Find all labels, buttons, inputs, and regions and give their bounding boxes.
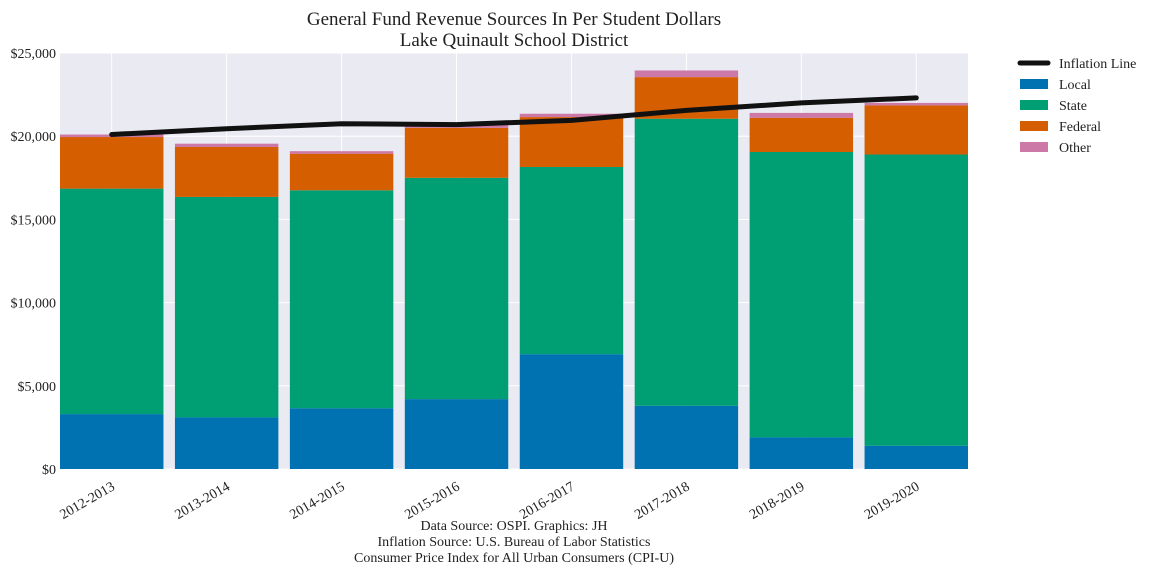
bar-other-2017-2018: [634, 70, 739, 78]
legend-label-federal: Federal: [1059, 120, 1101, 135]
legend-swatch-federal: [1020, 121, 1048, 131]
bar-state-2013-2014: [174, 196, 279, 418]
bar-federal-2014-2015: [289, 153, 394, 191]
y-tick-label: $25,000: [11, 47, 57, 62]
bar-state-2017-2018: [634, 118, 739, 406]
y-axis-ticks: $0 $5,000 $10,000 $15,000 $20,000 $25,000: [11, 47, 57, 478]
y-tick-label: $20,000: [11, 130, 57, 145]
inflation-line: [109, 95, 919, 137]
x-tick-label: 2013-2014: [173, 479, 233, 522]
y-tick-label: $15,000: [11, 213, 57, 228]
bar-other-2014-2015: [289, 151, 394, 154]
inflation-line-group: [109, 95, 919, 137]
bar-state-2014-2015: [289, 190, 394, 409]
x-tick-label: 2017-2018: [632, 479, 692, 522]
legend-label-inflation: Inflation Line: [1059, 57, 1136, 72]
bars: [60, 70, 968, 469]
bar-federal-2012-2013: [60, 137, 164, 189]
bar-local-2015-2016: [404, 399, 509, 469]
x-tick-label: 2014-2015: [288, 479, 348, 522]
bar-local-2013-2014: [174, 417, 279, 469]
x-tick-label: 2012-2013: [58, 479, 118, 522]
legend: Inflation Line Local State Federal Other: [1017, 57, 1136, 156]
bar-state-2019-2020: [864, 154, 968, 446]
bar-other-2016-2017: [519, 113, 624, 118]
bar-federal-2018-2019: [749, 117, 854, 153]
bar-federal-2013-2014: [174, 147, 279, 197]
bar-state-2016-2017: [519, 166, 624, 355]
bar-local-2016-2017: [519, 354, 624, 469]
bar-federal-2019-2020: [864, 105, 968, 155]
x-tick-label: 2015-2016: [402, 479, 462, 522]
bar-local-2018-2019: [749, 437, 854, 469]
chart-subtitle: Lake Quinault School District: [400, 30, 629, 51]
legend-swatch-other: [1020, 142, 1048, 152]
bar-federal-2016-2017: [519, 117, 624, 167]
caption-line-1: Data Source: OSPI. Graphics: JH: [420, 519, 607, 534]
y-tick-label: $5,000: [18, 380, 57, 395]
chart-title: General Fund Revenue Sources In Per Stud…: [307, 9, 721, 30]
y-tick-label: $0: [42, 463, 56, 478]
bar-local-2019-2020: [864, 445, 968, 469]
legend-label-local: Local: [1059, 78, 1091, 93]
bar-other-2018-2019: [749, 112, 854, 118]
bar-other-2019-2020: [864, 102, 968, 106]
caption-line-2: Inflation Source: U.S. Bureau of Labor S…: [378, 535, 651, 550]
legend-swatch-state: [1020, 100, 1048, 110]
legend-label-state: State: [1059, 99, 1087, 114]
bar-other-2013-2014: [174, 143, 279, 148]
legend-label-other: Other: [1059, 141, 1091, 156]
bar-local-2014-2015: [289, 408, 394, 469]
x-tick-label: 2018-2019: [747, 479, 807, 522]
bar-local-2012-2013: [60, 414, 164, 469]
x-axis-ticks: 2012-2013 2013-2014 2014-2015 2015-2016 2016…: [58, 479, 923, 522]
bar-state-2012-2013: [60, 188, 164, 415]
bar-federal-2015-2016: [404, 127, 509, 178]
legend-swatch-local: [1020, 79, 1048, 89]
bar-state-2018-2019: [749, 152, 854, 438]
x-tick-label: 2019-2020: [862, 479, 922, 522]
caption-line-3: Consumer Price Index for All Urban Consu…: [354, 551, 674, 566]
y-tick-label: $10,000: [11, 297, 57, 312]
x-tick-label: 2016-2017: [517, 479, 577, 522]
bar-state-2015-2016: [404, 177, 509, 400]
bar-local-2017-2018: [634, 405, 739, 469]
